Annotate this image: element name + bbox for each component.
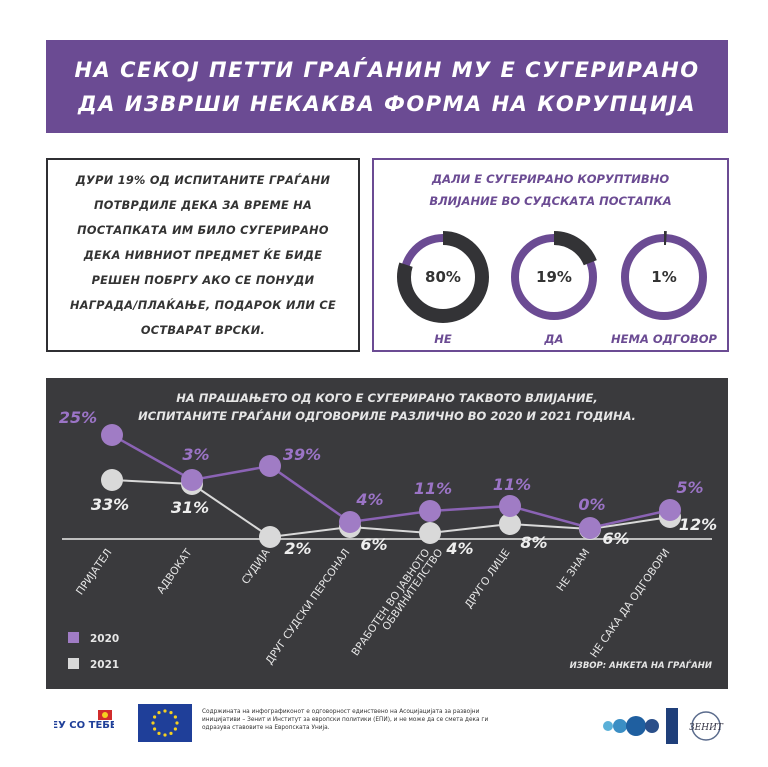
data-label-2021: 6% <box>360 535 387 554</box>
data-label-2021: 33% <box>91 495 129 514</box>
category-label: ВРАБОТЕН ВО ЈАВНОТО <box>349 547 432 658</box>
donut-value-label: 1% <box>651 268 677 286</box>
eu-star <box>169 731 173 735</box>
legend-swatch-2021 <box>68 658 79 669</box>
partner-logos: ЗЕНИТ <box>603 708 724 744</box>
eu-with-you-logo: ЕУ СО ТЕБЕ <box>54 706 114 742</box>
category-label: ДРУГ СУДСКИ ПЕРСОНАЛ <box>263 547 352 667</box>
marker-2021 <box>101 469 123 491</box>
donut-ring <box>618 231 710 323</box>
donut-ring <box>397 231 489 323</box>
category-label: СУДИЈА <box>240 546 273 586</box>
marker-2020 <box>339 511 361 533</box>
intro-box: ДУРИ 19% ОД ИСПИТАНИТЕ ГРАЃАНИ ПОТВРДИЛЕ… <box>46 158 360 352</box>
eu-star <box>163 733 167 737</box>
data-label-2021: 6% <box>602 529 629 548</box>
source-note: ИЗВОР: АНКЕТА НА ГРАЃАНИ <box>570 659 712 671</box>
eu-star <box>157 711 161 715</box>
title-line-1: НА СЕКОЈ ПЕТТИ ГРАЃАНИН МУ Е СУГЕРИРАНО <box>74 57 700 82</box>
epi-logo-icon <box>603 708 678 744</box>
data-label-2020: 5% <box>676 478 703 497</box>
data-label-2021: 31% <box>171 498 209 517</box>
eu-star <box>153 727 157 731</box>
zenit-logo-icon: ЗЕНИТ <box>689 711 724 741</box>
data-label-2020: 11% <box>414 479 452 498</box>
marker-2020 <box>259 455 281 477</box>
intro-line: ПОСТАПКАТА ИМ БИЛО СУГЕРИРАНО <box>77 223 329 237</box>
eu-star <box>173 727 177 731</box>
data-label-2021: 12% <box>679 515 717 534</box>
eu-star <box>163 709 167 713</box>
donut-value-label: 19% <box>536 268 572 286</box>
series-line-2021 <box>111 479 671 539</box>
donut-caption: НЕ <box>434 332 452 346</box>
marker-2020 <box>419 500 441 522</box>
marker-2021 <box>499 513 521 535</box>
donut-question-line-2: ВЛИЈАНИЕ ВО СУДСКАТА ПОСТАПКА <box>429 194 672 208</box>
chart-title-line-1: НА ПРАШАЊЕТО ОД КОГО Е СУГЕРИРАНО ТАКВОТ… <box>176 391 597 405</box>
eu-star <box>173 715 177 719</box>
intro-line: РЕШЕН ПОБРГУ АКО СЕ ПОНУДИ <box>91 273 315 287</box>
marker-2020 <box>181 469 203 491</box>
donut-value-label: 80% <box>425 268 461 286</box>
legend-swatch-2020 <box>68 632 79 643</box>
marker-2020 <box>499 495 521 517</box>
intro-line: ДЕКА НИВНИОТ ПРЕДМЕТ ЌЕ БИДЕ <box>83 248 323 262</box>
intro-line: ОСТВАРАТ ВРСКИ. <box>140 323 266 337</box>
data-label-2021: 2% <box>284 539 311 558</box>
donut-no: 80% НЕ <box>396 230 490 346</box>
eu-star <box>153 715 157 719</box>
data-label-2020: 25% <box>59 408 97 427</box>
legend-label-2021: 2021 <box>90 659 119 671</box>
eu-star <box>169 711 173 715</box>
eu-star <box>157 731 161 735</box>
footer: ЕУ СО ТЕБЕ Содржината на инфографиконот … <box>46 696 728 756</box>
line-chart-panel: НА ПРАШАЊЕТО ОД КОГО Е СУГЕРИРАНО ТАКВОТ… <box>46 378 728 689</box>
intro-line: НАГРАДА/ПЛАЌАЊЕ, ПОДАРОК ИЛИ СЕ <box>69 298 337 312</box>
donut-caption: ДА <box>544 332 564 346</box>
donut-value-arc <box>508 231 600 323</box>
data-label-2020: 3% <box>182 445 209 464</box>
donut-question-line-1: ДАЛИ Е СУГЕРИРАНО КОРУПТИВНО <box>431 172 670 186</box>
donut-no-answer: 1% НЕМА ОДГОВОР <box>611 230 717 346</box>
donut-box: ДАЛИ Е СУГЕРИРАНО КОРУПТИВНО ВЛИЈАНИЕ ВО… <box>372 158 729 352</box>
line-chart: НА ПРАШАЊЕТО ОД КОГО Е СУГЕРИРАНО ТАКВОТ… <box>59 391 717 671</box>
category-label: НЕ САКА ДА ОДГОВОРИ <box>588 547 672 660</box>
donut-value-arc <box>397 231 489 323</box>
marker-2021 <box>259 526 281 548</box>
data-label-2021: 8% <box>520 533 547 552</box>
donut-ring <box>508 231 600 323</box>
disclaimer-text: Содржината на инфографиконот е одговорно… <box>202 709 489 731</box>
marker-2020 <box>579 517 601 539</box>
donut-question: ДАЛИ Е СУГЕРИРАНО КОРУПТИВНО ВЛИЈАНИЕ ВО… <box>374 168 727 212</box>
data-label-2021: 4% <box>445 539 473 558</box>
category-label: НЕ ЗНАМ <box>555 547 593 594</box>
data-label-2020: 0% <box>578 495 605 514</box>
data-label-2020: 11% <box>493 475 531 494</box>
category-label: ПРИЈАТЕЛ <box>74 547 114 598</box>
eu-flag-icon <box>138 704 192 742</box>
svg-text:ЗЕНИТ: ЗЕНИТ <box>689 723 724 733</box>
donut-caption: НЕМА ОДГОВОР <box>611 332 717 346</box>
eu-star <box>151 721 155 725</box>
svg-text:ЕУ СО ТЕБЕ: ЕУ СО ТЕБЕ <box>54 720 114 731</box>
eu-star <box>175 721 179 725</box>
marker-2020 <box>659 499 681 521</box>
legend-label-2020: 2020 <box>90 633 119 645</box>
intro-line: ПОТВРДИЛЕ ДЕКА ЗА ВРЕМЕ НА <box>93 198 313 212</box>
data-label-2020: 39% <box>283 445 321 464</box>
intro-line: ДУРИ 19% ОД ИСПИТАНИТЕ ГРАЃАНИ <box>75 173 331 187</box>
donut-yes: 19% ДА <box>507 230 601 346</box>
series-line-2020 <box>111 433 671 530</box>
donut-value-arc <box>618 231 710 323</box>
title-line-2: ДА ИЗВРШИ НЕКАКВА ФОРМА НА КОРУПЦИЈА <box>77 91 697 116</box>
category-label: АДВОКАТ <box>155 546 195 596</box>
marker-2020 <box>101 424 123 446</box>
chart-title-line-2: ИСПИТАНИТЕ ГРАЃАНИ ОДГОВОРИЛЕ РАЗЛИЧНО В… <box>138 408 636 423</box>
marker-2021 <box>419 522 441 544</box>
title-banner: НА СЕКОЈ ПЕТТИ ГРАЃАНИН МУ Е СУГЕРИРАНО … <box>46 40 728 133</box>
intro-text: ДУРИ 19% ОД ИСПИТАНИТЕ ГРАЃАНИ ПОТВРДИЛЕ… <box>56 168 350 343</box>
data-label-2020: 4% <box>355 490 383 509</box>
